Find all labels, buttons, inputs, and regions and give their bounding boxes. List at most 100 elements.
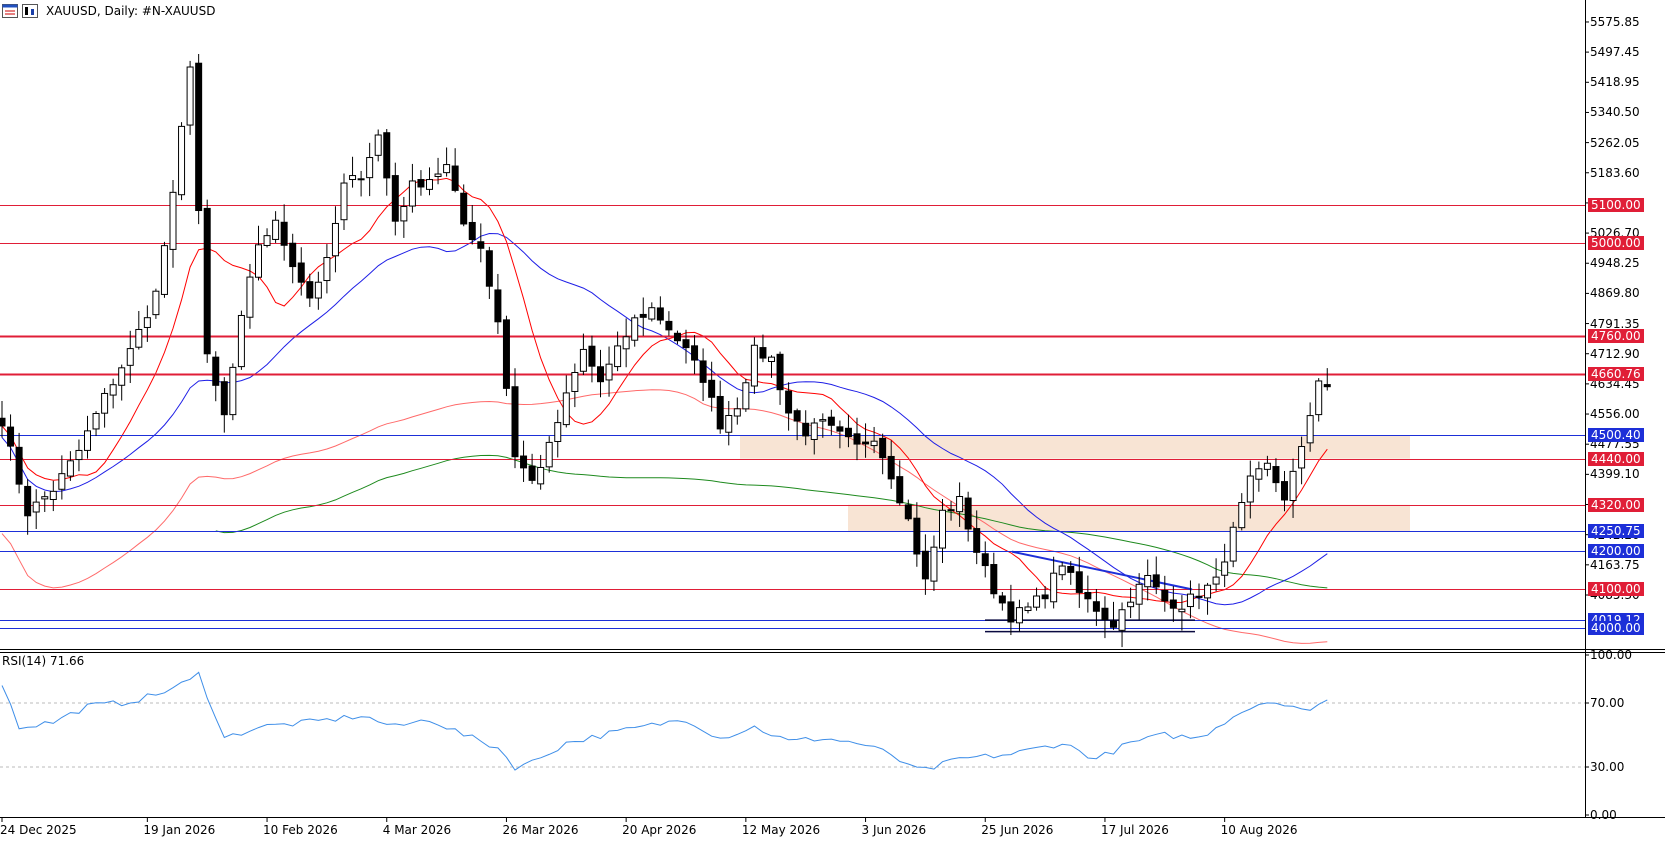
candle-body [708,379,716,398]
candle-body [862,441,870,445]
candle-body [1161,589,1169,602]
candle-body [673,332,681,342]
candle-body [1058,565,1066,576]
candle-body [323,257,331,282]
candle-body [930,546,938,582]
candle-body [1118,609,1126,631]
candle-body [349,175,357,181]
candle-body [1075,571,1083,593]
rsi-indicator-label: RSI(14) 71.66 [2,654,85,668]
candle-body [0,417,6,427]
candle-body [1229,526,1237,562]
candle-body [212,356,220,386]
candle-body [1041,594,1049,600]
candle-body [887,455,895,480]
rsi-line [1,671,1328,771]
candle-body [1315,380,1323,416]
candle-body [255,244,262,278]
candle-body [220,381,228,416]
price-tick-label: 4399.10 [1590,467,1640,482]
candle-body [571,371,579,392]
candle-body [639,313,647,318]
candle-body [494,289,502,323]
candle-body [66,460,74,477]
date-tick-label: 25 Jun 2026 [981,823,1054,837]
candle-body [58,473,66,490]
candle-body [1263,462,1271,470]
candle-body [716,395,724,430]
candle-body [810,422,818,440]
rsi-tick-label: 0.00 [1590,808,1617,822]
candle-body [1007,601,1015,623]
date-tick-label: 10 Feb 2026 [263,823,338,837]
rsi-tick-label: 30.00 [1590,760,1625,774]
candle-body [1050,572,1058,603]
candle-body [904,504,912,520]
candle-body [41,496,49,500]
candle-body [1024,606,1032,612]
candle-body [939,509,946,549]
candle-body [1084,591,1092,600]
price-level-tag: 5100.00 [1588,197,1644,212]
candle-body [511,386,519,458]
candle-body [15,446,23,485]
candle-body [426,179,433,190]
candle-body [135,328,143,348]
candle-body [443,164,451,174]
candle-body [109,384,117,396]
price-tick-label: 4791.35 [1590,316,1640,331]
date-tick-label: 12 May 2026 [741,823,821,837]
rsi-tick-label: 100.00 [1590,648,1632,662]
candle-body [819,419,827,422]
candle-body [203,207,211,355]
candle-body [622,336,630,350]
candle-body [776,353,784,391]
date-tick-label: 10 Aug 2026 [1220,823,1298,837]
candle-body [545,441,553,468]
candle-body [1152,574,1160,588]
candle-body [408,180,416,207]
candle-body [460,192,468,225]
candle-body [1323,384,1331,388]
candle-body [280,221,288,246]
candle-body [272,219,280,240]
candle-body [836,426,844,432]
price-level-tag: 4000.00 [1588,620,1644,635]
price-level-tag: 4440.00 [1588,451,1644,466]
chart-window-icon[interactable] [2,4,18,18]
candle-body [246,276,254,318]
date-tick-label: 20 Apr 2026 [622,823,697,837]
chart-type-icon[interactable] [22,4,38,18]
candle-body [588,345,596,367]
candle-body [913,517,921,555]
date-tick-label: 17 Jul 2026 [1100,823,1169,837]
candle-body [597,366,604,383]
candle-body [468,221,476,241]
candle-body [785,390,793,414]
candle-body [417,179,425,188]
candle-body [502,319,510,389]
price-level-tag: 5000.00 [1588,236,1644,251]
candle-body [579,348,587,372]
candle-body [947,509,955,512]
candle-body [331,222,339,257]
candle-body [896,476,904,504]
candle-body [750,344,758,387]
price-tick-label: 5418.95 [1590,75,1640,90]
candle-body [725,414,733,433]
candle-body [400,206,408,222]
moving-average-long-line [215,454,1328,589]
candle-body [682,339,690,349]
moving-average-fast-line [1,177,1328,604]
candle-body [1033,595,1041,608]
candle-body [306,281,314,299]
candle-body [1101,607,1109,620]
candle-body [451,165,459,191]
price-tick-label: 5183.60 [1590,165,1640,180]
candle-body [990,564,998,595]
candle-body [981,553,989,567]
candle-body [1135,583,1143,605]
candle-body [143,317,151,328]
candle-body [84,430,91,451]
